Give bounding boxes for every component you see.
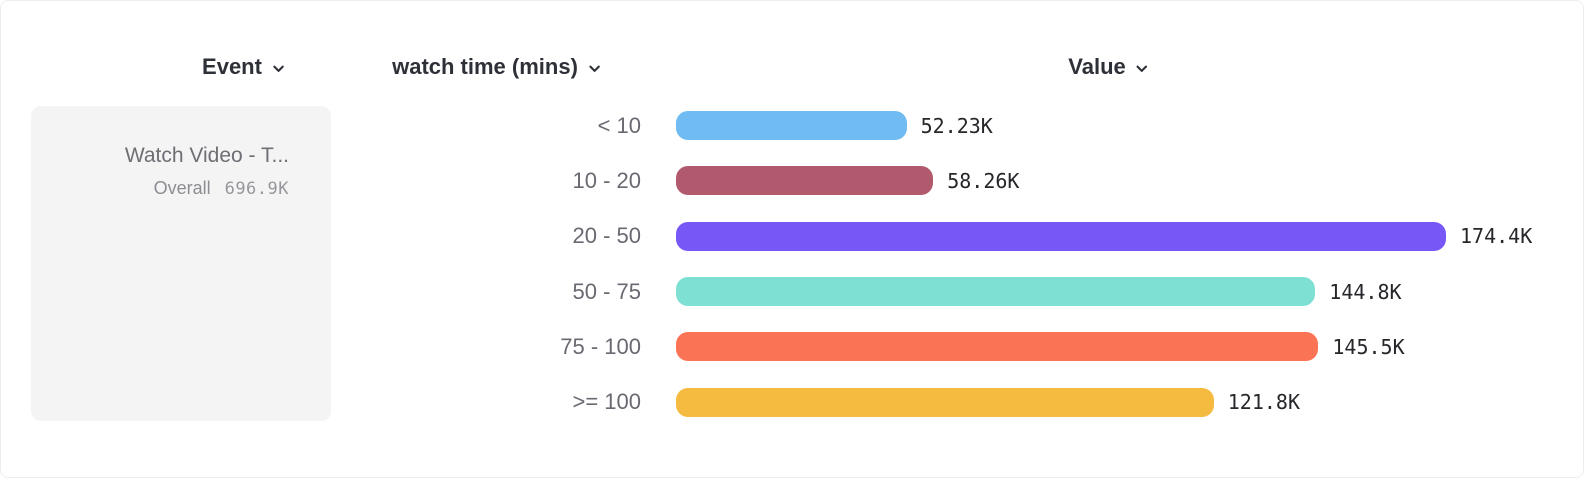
- horizontal-bar-chart: < 10 52.23K 10 - 20 58.26K 20 - 50 174.4K 50 -…: [1, 98, 1583, 430]
- bar[interactable]: [676, 332, 1319, 362]
- column-header-event[interactable]: Event: [202, 54, 286, 80]
- event-name: Watch Video - T...: [124, 144, 289, 167]
- bar-row: 50 - 75 144.8K: [1, 264, 1583, 319]
- category-label: < 10: [597, 112, 641, 138]
- value-label: 145.5K: [1332, 334, 1405, 359]
- value-label: 52.23K: [920, 113, 993, 138]
- category-label: 10 - 20: [572, 167, 642, 193]
- category-label: >= 100: [572, 389, 641, 415]
- overall-row: Overall 696.9K: [154, 178, 289, 199]
- overall-label: Overall: [153, 178, 211, 199]
- value-label: 58.26K: [947, 168, 1020, 193]
- bar-row: >= 100 121.8K: [1, 374, 1583, 429]
- bar-zone: 121.8K: [676, 387, 1583, 417]
- bar-zone: 144.8K: [676, 277, 1583, 307]
- chevron-down-icon: [587, 61, 602, 76]
- bar-zone: 52.23K: [676, 111, 1583, 141]
- bar-zone: 174.4K: [676, 221, 1583, 251]
- value-label: 144.8K: [1329, 279, 1402, 304]
- column-header-watch-time[interactable]: watch time (mins): [392, 54, 602, 80]
- bar-row: < 10 52.23K: [1, 98, 1583, 153]
- column-header-value-label: Value: [1068, 54, 1126, 79]
- column-header-value[interactable]: Value: [1068, 54, 1149, 80]
- value-label: 174.4K: [1460, 224, 1533, 249]
- category-label: 20 - 50: [572, 223, 642, 249]
- bar[interactable]: [676, 111, 907, 141]
- bar[interactable]: [676, 277, 1316, 307]
- category-label: 50 - 75: [572, 278, 642, 304]
- bar-row: 10 - 20 58.26K: [1, 153, 1583, 208]
- value-label: 121.8K: [1227, 390, 1300, 415]
- bar-row: 75 - 100 145.5K: [1, 319, 1583, 374]
- bar[interactable]: [676, 166, 934, 196]
- overall-value: 696.9K: [224, 179, 289, 200]
- event-legend-card[interactable]: Watch Video - T... Overall 696.9K: [31, 106, 331, 421]
- bar-zone: 145.5K: [676, 332, 1583, 362]
- bar-zone: 58.26K: [676, 166, 1583, 196]
- chevron-down-icon: [1135, 61, 1150, 76]
- bar[interactable]: [676, 387, 1214, 417]
- category-label: 75 - 100: [560, 333, 641, 359]
- bar-row: 20 - 50 174.4K: [1, 209, 1583, 264]
- column-header-event-label: Event: [202, 54, 262, 79]
- column-header-watch-time-label: watch time (mins): [392, 54, 578, 79]
- bar[interactable]: [676, 221, 1446, 251]
- chevron-down-icon: [271, 61, 286, 76]
